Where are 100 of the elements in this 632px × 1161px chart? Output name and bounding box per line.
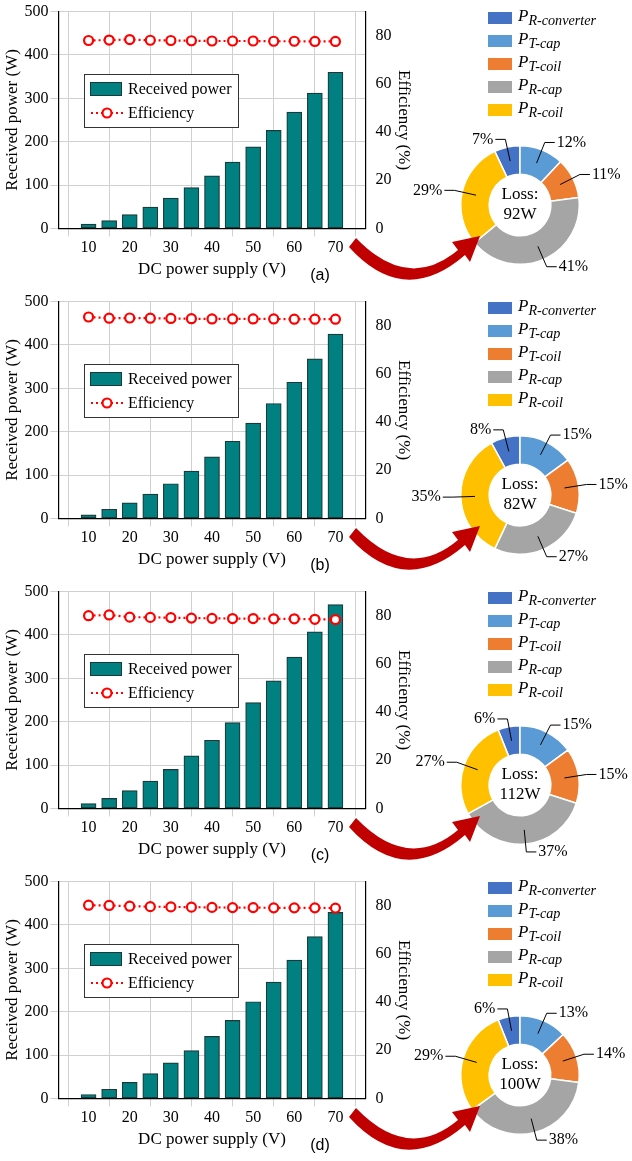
text: (c) xyxy=(309,846,331,864)
legend-label: P$_{R-cap}$ xyxy=(518,364,563,389)
x-tick-label: 60 xyxy=(286,818,303,836)
x-tick-label: 70 xyxy=(327,528,344,546)
y-tick-label: 100 xyxy=(24,1045,49,1063)
y2-tick-label: 40 xyxy=(375,992,392,1010)
y2-tick-label: 80 xyxy=(375,25,392,43)
x-tick-label: 70 xyxy=(327,1108,344,1126)
y-tick-label: 100 xyxy=(24,465,49,483)
data-label: 27% xyxy=(558,546,589,564)
y2-tick-label: 20 xyxy=(375,460,392,478)
y-axis-title: Received power (W) xyxy=(1,629,21,771)
text: (b) xyxy=(309,556,331,574)
y-axis-title: Received power (W) xyxy=(1,339,21,481)
y-tick-label: 300 xyxy=(24,958,49,976)
y2-tick-label: 80 xyxy=(375,315,392,333)
y-tick-label: 400 xyxy=(24,625,49,643)
text: (a) xyxy=(309,266,331,284)
y-tick-label: 0 xyxy=(40,508,49,526)
y-tick-label: 0 xyxy=(40,798,49,816)
y-tick-label: 300 xyxy=(24,378,49,396)
x-tick-label: 50 xyxy=(245,528,262,546)
y-tick-label: 400 xyxy=(24,45,49,63)
y2-tick-label: 40 xyxy=(375,412,392,430)
y2-tick-label: 80 xyxy=(375,605,392,623)
legend-label: Efficiency xyxy=(128,394,195,412)
y-tick-label: 300 xyxy=(24,668,49,686)
legend-label: Received power xyxy=(128,80,232,98)
y-tick-label: 200 xyxy=(24,1001,49,1019)
x-tick-label: 10 xyxy=(80,818,97,836)
data-label: 41% xyxy=(558,256,589,274)
data-label: 15% xyxy=(562,715,592,733)
text: Loss: 112W xyxy=(499,764,542,804)
x-tick-label: 50 xyxy=(245,238,262,256)
y-axis-title: Received power (W) xyxy=(1,49,21,191)
y2-axis-title: Efficiency (%) xyxy=(395,69,415,171)
legend-label: P$_{T-coil}$ xyxy=(518,631,562,656)
y2-axis-title: Efficiency (%) xyxy=(395,359,415,461)
text: Loss: 92W xyxy=(501,184,539,224)
x-tick-label: 10 xyxy=(80,528,97,546)
data-label: 11% xyxy=(591,164,621,182)
legend-label: P$_{T-cap}$ xyxy=(518,28,561,53)
x-tick-label: 60 xyxy=(286,1108,303,1126)
y2-tick-label: 40 xyxy=(375,702,392,720)
x-tick-label: 30 xyxy=(162,238,179,256)
y-tick-label: 500 xyxy=(24,1,49,19)
legend-label: Received power xyxy=(128,950,232,968)
legend-label: P$_{R-cap}$ xyxy=(518,74,563,99)
y-tick-label: 0 xyxy=(40,218,49,236)
y-tick-label: 200 xyxy=(24,131,49,149)
x-tick-label: 60 xyxy=(286,528,303,546)
y-tick-label: 400 xyxy=(24,915,49,933)
x-tick-label: 40 xyxy=(204,238,220,256)
x-tick-label: 60 xyxy=(286,238,303,256)
legend-label: P$_{R-coil}$ xyxy=(518,967,563,992)
y2-tick-label: 60 xyxy=(375,74,392,92)
y2-tick-label: 20 xyxy=(375,1040,392,1058)
y-axis-title: Received power (W) xyxy=(1,919,21,1061)
y-tick-label: 300 xyxy=(24,88,49,106)
y2-tick-label: 80 xyxy=(375,895,392,913)
x-tick-label: 40 xyxy=(204,1108,220,1126)
y-tick-label: 100 xyxy=(24,175,49,193)
legend-label: P$_{R-converter}$ xyxy=(518,875,596,900)
x-tick-label: 30 xyxy=(162,1108,179,1126)
data-label: 15% xyxy=(598,474,628,492)
data-label: 6% xyxy=(474,999,496,1017)
legend-label: Received power xyxy=(128,370,232,388)
legend-label: P$_{R-cap}$ xyxy=(518,944,563,969)
x-tick-label: 20 xyxy=(121,238,138,256)
data-label: 35% xyxy=(411,487,441,505)
data-label: 29% xyxy=(414,1046,444,1064)
y-tick-label: 200 xyxy=(24,421,49,439)
legend-label: P$_{T-cap}$ xyxy=(518,898,561,923)
x-tick-label: 50 xyxy=(245,818,262,836)
y2-tick-label: 40 xyxy=(375,122,392,140)
data-label: 6% xyxy=(474,709,496,727)
x-tick-label: 50 xyxy=(245,1108,262,1126)
legend-label: P$_{R-coil}$ xyxy=(518,677,563,702)
data-label: 13% xyxy=(558,1003,589,1021)
data-label: 37% xyxy=(538,842,568,860)
y2-axis-title: Efficiency (%) xyxy=(395,649,415,751)
data-label: 38% xyxy=(548,1130,579,1148)
x-tick-label: 70 xyxy=(327,238,344,256)
x-tick-label: 20 xyxy=(121,818,138,836)
x-tick-label: 30 xyxy=(162,818,179,836)
y2-tick-label: 20 xyxy=(375,170,392,188)
x-tick-label: 20 xyxy=(121,1108,138,1126)
x-axis-title: DC power supply (V) xyxy=(138,549,286,569)
legend-label: Efficiency xyxy=(128,104,195,122)
y-tick-label: 400 xyxy=(24,335,49,353)
y-tick-label: 0 xyxy=(40,1088,49,1106)
x-axis-title: DC power supply (V) xyxy=(138,839,286,859)
legend-label: P$_{T-coil}$ xyxy=(518,51,562,76)
y-tick-label: 500 xyxy=(24,871,49,889)
data-label: 15% xyxy=(562,425,592,443)
data-label: 15% xyxy=(598,764,628,782)
legend-label: P$_{T-coil}$ xyxy=(518,341,562,366)
x-tick-label: 20 xyxy=(121,528,138,546)
x-axis-title: DC power supply (V) xyxy=(138,1129,286,1149)
legend-label: P$_{T-coil}$ xyxy=(518,921,562,946)
